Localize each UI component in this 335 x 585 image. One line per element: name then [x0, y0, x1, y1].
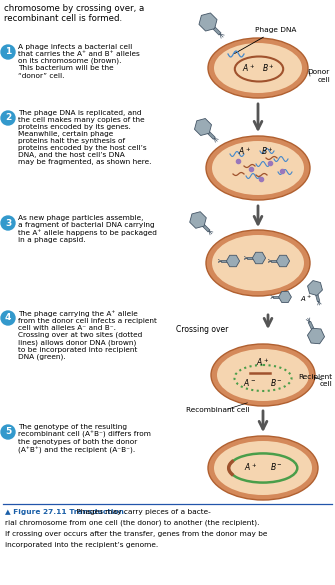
Text: $A^+$: $A^+$: [256, 356, 270, 368]
Polygon shape: [273, 296, 285, 298]
Circle shape: [1, 425, 15, 439]
Text: Recipient
cell: Recipient cell: [298, 373, 332, 387]
Ellipse shape: [217, 349, 309, 401]
Polygon shape: [308, 321, 317, 336]
Ellipse shape: [211, 344, 315, 406]
Polygon shape: [226, 255, 240, 267]
Text: $A^+$: $A^+$: [300, 294, 312, 304]
Text: ▲ Figure 27.11 Transduction.: ▲ Figure 27.11 Transduction.: [5, 509, 127, 515]
Text: Phage DNA: Phage DNA: [234, 27, 297, 54]
Text: $B^-$: $B^-$: [270, 377, 282, 387]
Text: incorporated into the recipient’s genome.: incorporated into the recipient’s genome…: [5, 542, 158, 548]
Text: 5: 5: [5, 428, 11, 436]
Circle shape: [1, 311, 15, 325]
Polygon shape: [199, 13, 217, 31]
Polygon shape: [308, 281, 323, 295]
Polygon shape: [279, 291, 291, 302]
Ellipse shape: [208, 436, 318, 500]
Polygon shape: [276, 255, 289, 267]
Ellipse shape: [214, 441, 312, 495]
Text: $A^+$: $A^+$: [242, 62, 256, 74]
Text: As new phage particles assemble,
a fragment of bacterial DNA carrying
the A⁺ all: As new phage particles assemble, a fragm…: [18, 215, 157, 243]
Polygon shape: [202, 126, 215, 139]
Ellipse shape: [214, 43, 302, 93]
Text: Crossing over: Crossing over: [176, 325, 228, 335]
Text: 1: 1: [5, 47, 11, 57]
Polygon shape: [308, 328, 325, 344]
Text: $A^-$: $A^-$: [243, 377, 257, 387]
Text: 4: 4: [5, 314, 11, 322]
Ellipse shape: [212, 141, 304, 195]
Text: $B^+$: $B^+$: [262, 62, 274, 74]
Text: rial chromosome from one cell (the donor) to another (the recipient).: rial chromosome from one cell (the donor…: [5, 520, 260, 527]
Text: chromosome by crossing over, a
recombinant cell is formed.: chromosome by crossing over, a recombina…: [4, 4, 144, 23]
Circle shape: [1, 45, 15, 59]
Polygon shape: [197, 219, 210, 232]
Polygon shape: [271, 260, 283, 262]
Ellipse shape: [208, 38, 308, 98]
Polygon shape: [247, 257, 259, 259]
Text: Phages may carry pieces of a bacte-: Phages may carry pieces of a bacte-: [5, 509, 211, 515]
Text: $A^+$: $A^+$: [244, 461, 258, 473]
Text: A phage infects a bacterial cell
that carries the A⁺ and B⁺ alleles
on its chrom: A phage infects a bacterial cell that ca…: [18, 44, 140, 78]
Polygon shape: [190, 212, 206, 228]
Text: The phage carrying the A⁺ allele
from the donor cell infects a recipient
cell wi: The phage carrying the A⁺ allele from th…: [18, 310, 157, 360]
Ellipse shape: [206, 230, 310, 296]
Polygon shape: [221, 260, 233, 262]
Text: $A^+$: $A^+$: [238, 145, 252, 157]
Polygon shape: [314, 288, 320, 302]
Text: If crossing over occurs after the transfer, genes from the donor may be: If crossing over occurs after the transf…: [5, 531, 267, 537]
Text: $B^+$: $B^+$: [261, 145, 273, 157]
Circle shape: [1, 216, 15, 230]
Ellipse shape: [206, 136, 310, 200]
Text: The phage DNA is replicated, and
the cell makes many copies of the
proteins enco: The phage DNA is replicated, and the cel…: [18, 110, 151, 165]
Text: The genotype of the resulting
recombinant cell (A⁺B⁻) differs from
the genotypes: The genotype of the resulting recombinan…: [18, 424, 151, 454]
Ellipse shape: [212, 235, 304, 291]
Polygon shape: [195, 119, 211, 136]
Circle shape: [1, 111, 15, 125]
Polygon shape: [252, 252, 266, 264]
Polygon shape: [207, 21, 221, 35]
Text: Recombinant cell: Recombinant cell: [186, 407, 250, 413]
Text: $B^-$: $B^-$: [270, 462, 282, 473]
Text: Donor
cell: Donor cell: [308, 70, 330, 82]
Text: 3: 3: [5, 219, 11, 228]
Text: 2: 2: [5, 113, 11, 122]
